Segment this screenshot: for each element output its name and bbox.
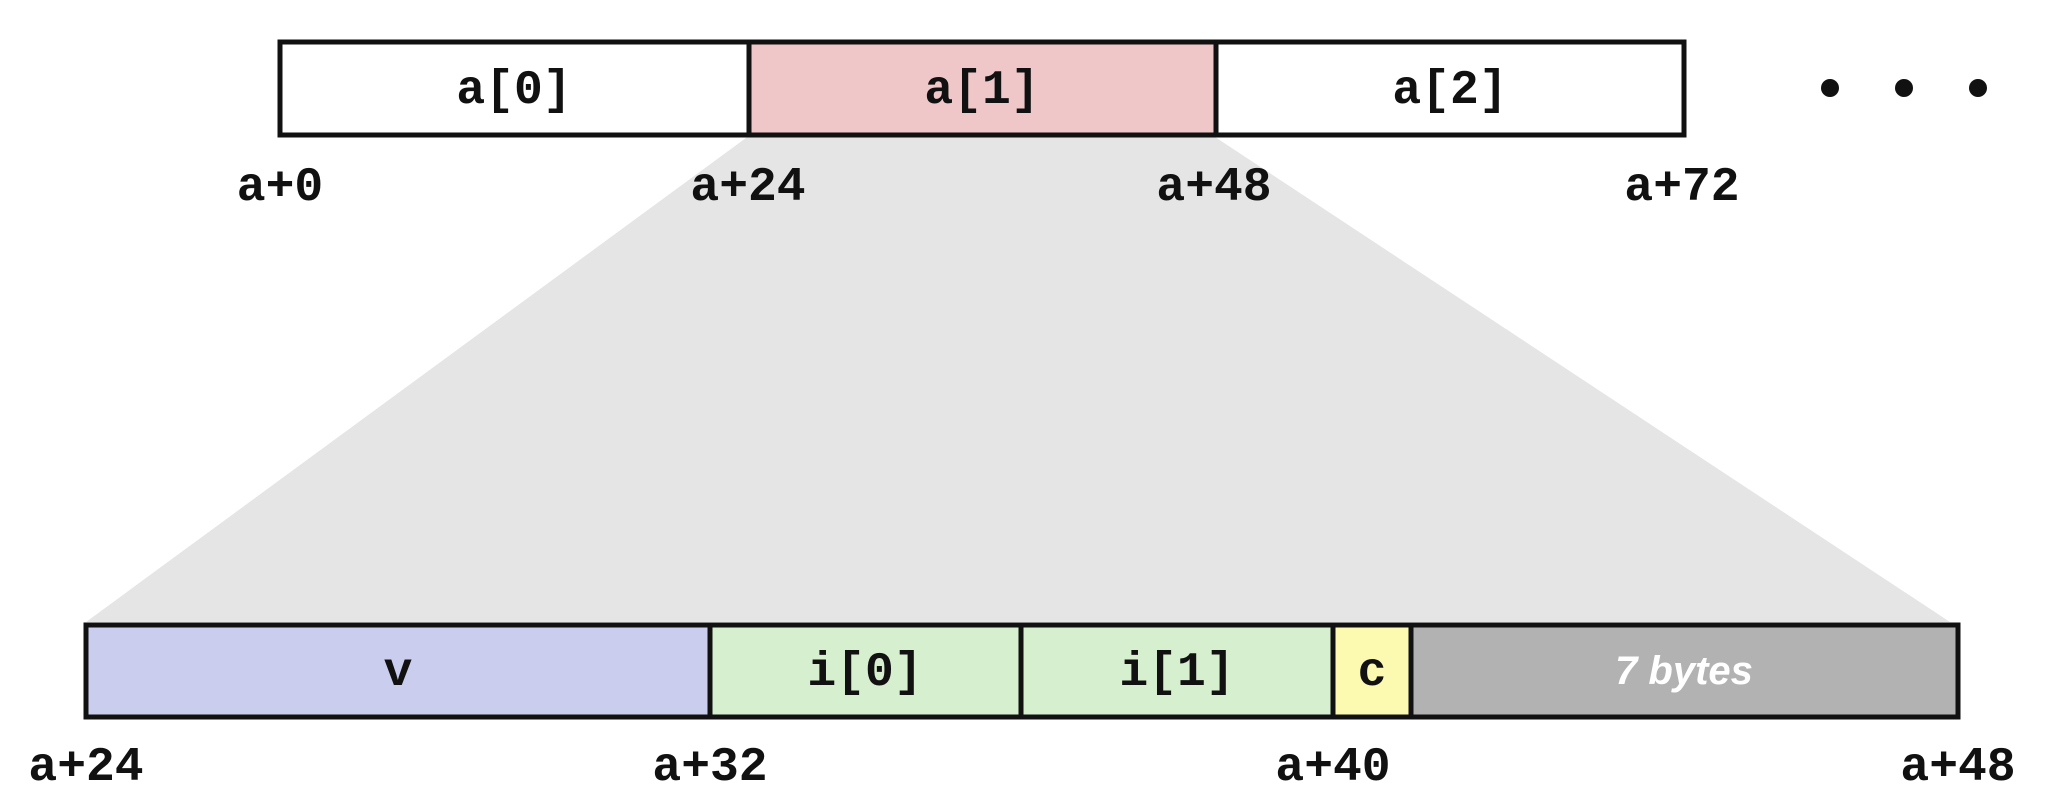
top-array: a[0] a[1] a[2] bbox=[277, 39, 1687, 138]
padding-block bbox=[1408, 622, 1961, 720]
field-c bbox=[1330, 622, 1414, 720]
array-cell-a1 bbox=[746, 39, 1219, 138]
top-address-label: a+72 bbox=[1624, 161, 1739, 215]
top-address-label: a+24 bbox=[690, 161, 805, 215]
bottom-address-label: a+24 bbox=[28, 741, 143, 795]
field-i1-label: i[1] bbox=[1119, 646, 1234, 700]
field-i0 bbox=[707, 622, 1024, 720]
array-cell-a0-label: a[0] bbox=[456, 64, 571, 118]
bottom-address-label: a+40 bbox=[1275, 741, 1390, 795]
field-v-label: v bbox=[384, 646, 413, 700]
bottom-addresses: a+24 a+32 a+40 a+48 bbox=[28, 741, 2015, 795]
expansion-region bbox=[86, 135, 1950, 622]
field-i0-label: i[0] bbox=[807, 646, 922, 700]
field-c-label: c bbox=[1358, 646, 1387, 700]
array-cell-a1-label: a[1] bbox=[924, 64, 1039, 118]
field-i1 bbox=[1018, 622, 1336, 720]
top-address-label: a+0 bbox=[237, 161, 323, 215]
bottom-address-label: a+48 bbox=[1900, 741, 2015, 795]
array-cell-a2 bbox=[1213, 39, 1687, 138]
field-v bbox=[83, 622, 713, 720]
top-addresses: a+0 a+24 a+48 a+72 bbox=[237, 161, 1740, 215]
bottom-address-label: a+32 bbox=[652, 741, 767, 795]
padding-label: 7 bytes bbox=[1615, 649, 1753, 693]
ellipsis-icon bbox=[1821, 79, 1987, 97]
struct-layout: v i[0] i[1] c 7 bytes bbox=[83, 622, 1961, 720]
array-cell-a2-label: a[2] bbox=[1392, 64, 1507, 118]
top-address-label: a+48 bbox=[1156, 161, 1271, 215]
